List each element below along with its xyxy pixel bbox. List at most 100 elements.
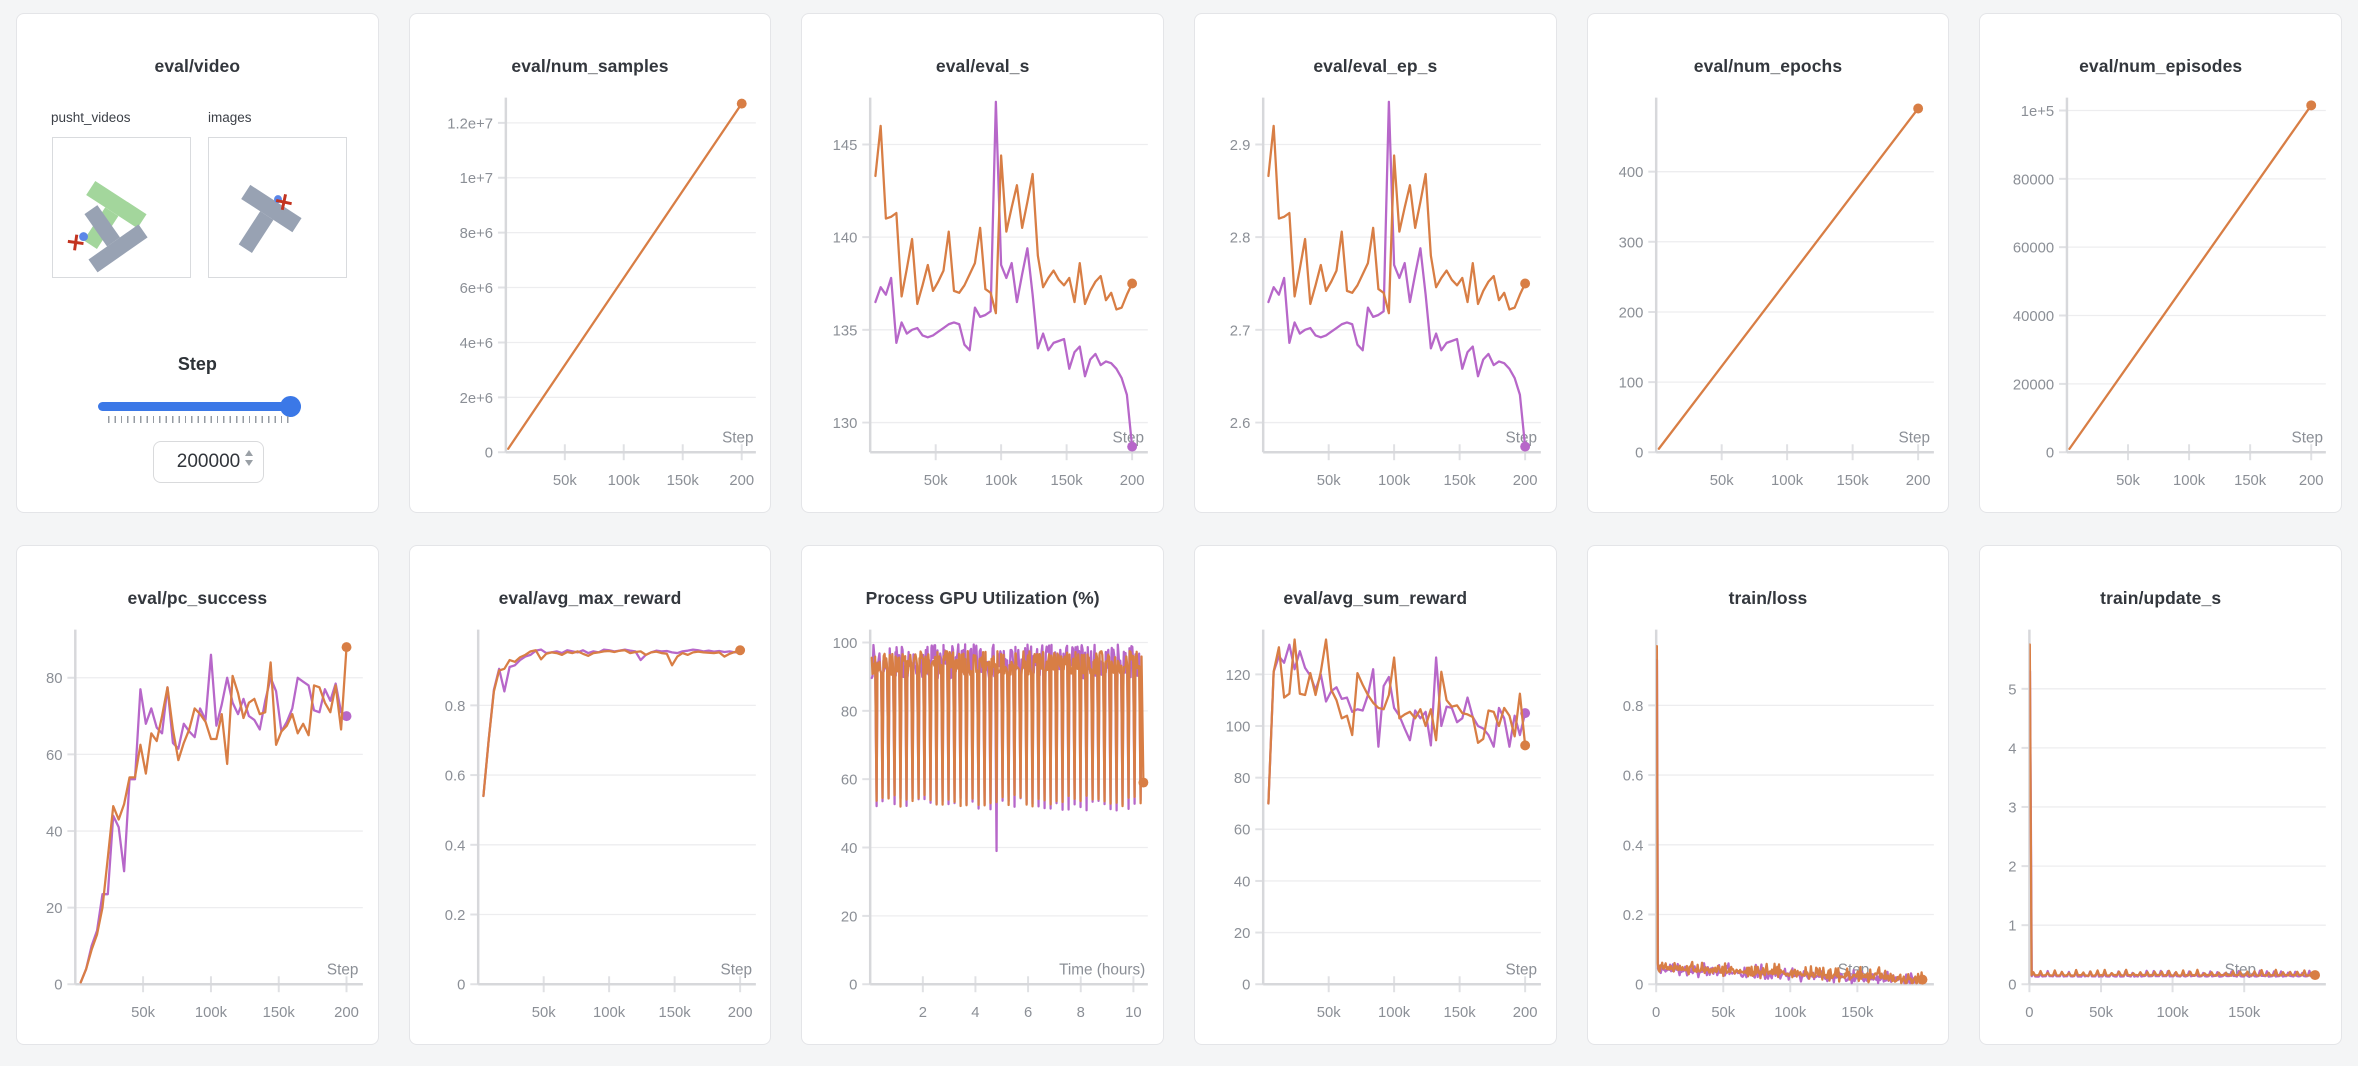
panel-eval-num-epochs: eval/num_epochs 0 100 200 300 400 50k 100k 150k… — [1586, 13, 1950, 513]
svg-text:0.4: 0.4 — [1622, 838, 1643, 854]
step-value: 200000 — [176, 451, 241, 472]
svg-text:140: 140 — [833, 231, 858, 247]
svg-text:0.2: 0.2 — [444, 908, 465, 924]
svg-text:50k: 50k — [1317, 473, 1341, 489]
svg-text:8e+6: 8e+6 — [459, 226, 492, 242]
slider-track[interactable] — [98, 402, 301, 411]
arrow-up-icon[interactable] — [245, 450, 253, 456]
step-number-input[interactable]: 200000 — [153, 441, 264, 483]
svg-text:300: 300 — [1618, 235, 1643, 251]
chart-eval-eval-s[interactable]: 130 135 140 145 50k 100k 150k 200 Step — [802, 14, 1163, 512]
chart-eval-pc-success[interactable]: 0 20 40 60 80 50k 100k 150k 200 Step — [17, 546, 378, 1044]
svg-text:8: 8 — [1077, 1005, 1085, 1021]
svg-text:60000: 60000 — [2013, 241, 2054, 257]
panel-title: Process GPU Utilization (%) — [865, 588, 1100, 608]
svg-text:200: 200 — [1513, 473, 1538, 489]
svg-text:50k: 50k — [2089, 1005, 2113, 1021]
svg-text:120: 120 — [1226, 668, 1251, 684]
svg-text:50k: 50k — [131, 1005, 155, 1021]
svg-text:20: 20 — [46, 901, 62, 917]
chart-eval-eval-ep-s[interactable]: 2.6 2.7 2.8 2.9 50k 100k 150k 200 Step — [1195, 14, 1556, 512]
chart-eval-num-samples[interactable]: 0 2e+6 4e+6 6e+6 8e+6 1e+7 1.2e+7 50k 100k 150k 20… — [410, 14, 771, 512]
svg-text:150k: 150k — [2228, 1005, 2261, 1021]
chart-eval-num-epochs[interactable]: 0 100 200 300 400 50k 100k 150k 200 Step — [1588, 14, 1949, 512]
svg-text:200: 200 — [334, 1005, 359, 1021]
svg-text:100: 100 — [1226, 719, 1251, 735]
svg-text:4: 4 — [2009, 741, 2017, 757]
svg-text:Step: Step — [1113, 429, 1144, 446]
svg-text:Step: Step — [1505, 429, 1536, 446]
svg-text:Step: Step — [327, 961, 358, 978]
chart-eval-avg-sum-reward[interactable]: 0 20 40 60 80 100 120 50k 100k 150k 200 Step — [1195, 546, 1556, 1044]
svg-text:50k: 50k — [1709, 473, 1733, 489]
panel-title: train/loss — [1728, 588, 1808, 608]
svg-text:6e+6: 6e+6 — [459, 281, 492, 297]
stepper-arrows-icon[interactable] — [245, 450, 253, 466]
svg-text:2e+6: 2e+6 — [459, 391, 492, 407]
panel-title: eval/num_epochs — [1693, 56, 1843, 76]
svg-text:0.8: 0.8 — [444, 699, 465, 715]
svg-text:100k: 100k — [2157, 1005, 2190, 1021]
svg-text:20000: 20000 — [2013, 377, 2054, 393]
svg-text:80: 80 — [1234, 771, 1250, 787]
panel-gpu-utilization: Process GPU Utilization (%) 0 20 40 60 80 100… — [801, 545, 1164, 1045]
svg-text:40000: 40000 — [2013, 309, 2054, 325]
svg-text:80: 80 — [46, 671, 62, 687]
svg-text:100k: 100k — [607, 473, 640, 489]
svg-text:0: 0 — [1652, 1005, 1660, 1021]
svg-text:100k: 100k — [985, 473, 1018, 489]
pusht-video-thumbnail[interactable] — [52, 137, 191, 278]
svg-text:200: 200 — [1618, 305, 1643, 321]
svg-text:2: 2 — [919, 1005, 927, 1021]
svg-text:3: 3 — [2009, 800, 2017, 816]
svg-text:2: 2 — [2009, 860, 2017, 876]
svg-text:200: 200 — [1905, 473, 1930, 489]
svg-text:50k: 50k — [924, 473, 948, 489]
svg-text:1: 1 — [2009, 919, 2017, 935]
svg-text:150k: 150k — [1444, 473, 1477, 489]
svg-text:80: 80 — [841, 704, 857, 720]
svg-text:100k: 100k — [195, 1005, 228, 1021]
svg-text:0: 0 — [484, 446, 492, 462]
step-slider-label: Step — [177, 354, 217, 374]
svg-text:0.6: 0.6 — [1622, 769, 1643, 785]
svg-text:150k: 150k — [1836, 473, 1869, 489]
svg-text:200: 200 — [727, 1005, 752, 1021]
media-label-images: images — [208, 110, 252, 125]
chart-gpu-utilization[interactable]: 0 20 40 60 80 100 2 4 6 8 10 Time (hours) — [802, 546, 1163, 1044]
chart-eval-avg-max-reward[interactable]: 0 0.2 0.4 0.6 0.8 50k 100k 150k 200 Step — [410, 546, 771, 1044]
panel-title: eval/pc_success — [127, 588, 268, 608]
panel-title: eval/avg_max_reward — [498, 588, 682, 608]
chart-eval-num-episodes[interactable]: 0 20000 40000 60000 80000 1e+5 50k 100k 150k 200 S… — [1980, 14, 2341, 512]
panel-title: eval/num_samples — [511, 56, 669, 76]
svg-text:0: 0 — [2026, 1005, 2034, 1021]
svg-text:20: 20 — [841, 909, 857, 925]
svg-text:0: 0 — [54, 978, 62, 994]
svg-text:150k: 150k — [1051, 473, 1084, 489]
panel-title: eval/num_episodes — [2079, 56, 2243, 76]
svg-text:100k: 100k — [1378, 1005, 1411, 1021]
svg-text:150k: 150k — [2234, 473, 2267, 489]
panel-title: eval/eval_s — [935, 56, 1030, 76]
svg-text:4: 4 — [972, 1005, 980, 1021]
svg-text:1.2e+7: 1.2e+7 — [447, 116, 493, 132]
svg-text:150k: 150k — [666, 473, 699, 489]
svg-text:2.9: 2.9 — [1230, 138, 1251, 154]
panel-train-update-s: train/update_s 0 1 2 3 4 5 0 50k 100k 150k Step — [1979, 545, 2342, 1045]
svg-text:Step: Step — [722, 429, 753, 446]
svg-text:20: 20 — [1234, 926, 1250, 942]
panel-eval-video: eval/video pusht_videos images — [16, 13, 379, 513]
svg-text:150k: 150k — [263, 1005, 296, 1021]
svg-text:5: 5 — [2009, 682, 2017, 698]
slider-thumb[interactable] — [280, 396, 301, 417]
svg-text:40: 40 — [1234, 874, 1250, 890]
svg-text:40: 40 — [841, 841, 857, 857]
svg-text:0.2: 0.2 — [1622, 908, 1643, 924]
arrow-down-icon[interactable] — [245, 460, 253, 466]
svg-text:200: 200 — [2299, 473, 2324, 489]
images-thumbnail[interactable] — [208, 137, 347, 278]
panel-eval-avg-max-reward: eval/avg_max_reward 0 0.2 0.4 0.6 0.8 50k 100k… — [408, 545, 772, 1045]
